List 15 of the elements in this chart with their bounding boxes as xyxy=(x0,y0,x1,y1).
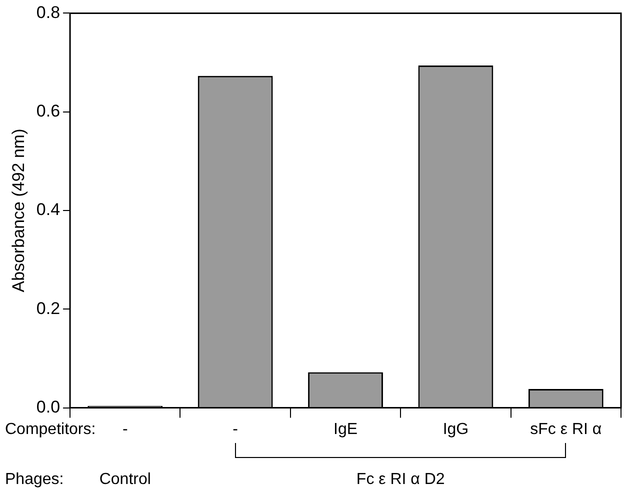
x-tick-label: sFc ε RI α xyxy=(530,420,602,438)
y-tick-label: 0.0 xyxy=(36,397,60,416)
y-axis-title: Absorbance (492 nm) xyxy=(8,128,28,292)
text: Fc ε RI α D2 xyxy=(356,471,445,488)
text: Control xyxy=(99,471,151,488)
y-tick-label: 0.6 xyxy=(36,102,60,121)
text: Phages: xyxy=(5,471,64,488)
x-tick-label: IgE xyxy=(334,420,358,438)
x-tick-label: - xyxy=(122,420,128,438)
y-tick-label: 0.8 xyxy=(36,2,60,22)
x-tick-label: - xyxy=(232,420,238,438)
y-tick-label: 0.2 xyxy=(36,298,60,318)
text: Competitors: xyxy=(5,421,96,438)
y-tick-label: 0.4 xyxy=(36,200,60,220)
x-tick-label: IgG xyxy=(442,420,469,438)
